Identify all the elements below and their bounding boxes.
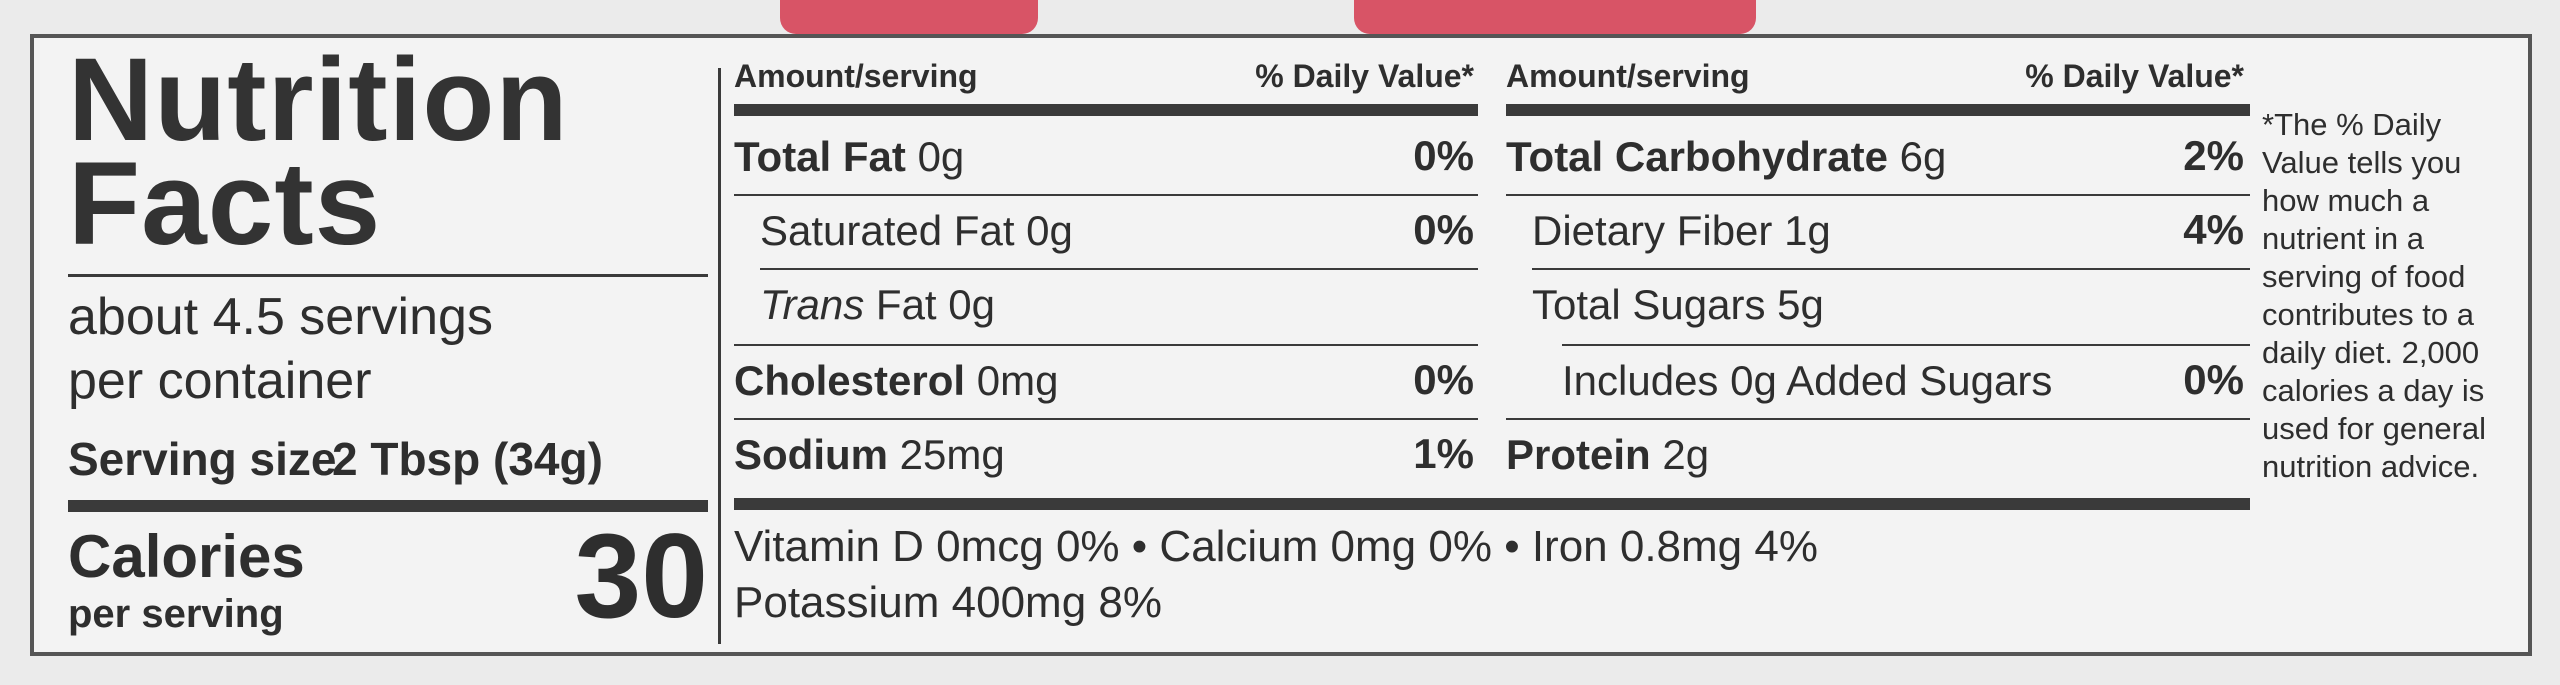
left-row-4: Sodium 25mg bbox=[734, 431, 1005, 478]
right-row-2: Total Sugars 5g bbox=[1532, 281, 1824, 328]
daily-value-footnote: *The % Daily Value tells you how much a … bbox=[2262, 107, 2487, 484]
nutrition-facts-panel: Nutrition Facts about 4.5 servings per c… bbox=[30, 34, 2532, 656]
right-row-4: Protein 2g bbox=[1506, 431, 1710, 478]
row-divider bbox=[1532, 268, 2250, 270]
title-facts: Facts bbox=[68, 138, 382, 270]
left-row-3-dv: 0% bbox=[1413, 356, 1474, 403]
left-row-3: Cholesterol 0mg bbox=[734, 357, 1059, 404]
row-divider bbox=[1506, 194, 2250, 196]
left-row-4-dv: 1% bbox=[1413, 430, 1474, 477]
right-row-0-dv: 2% bbox=[2183, 132, 2244, 179]
divider-thick bbox=[68, 500, 708, 512]
row-divider bbox=[1506, 418, 2250, 420]
vitamins-line-1: Vitamin D 0mcg 0% • Calcium 0mg 0% • Iro… bbox=[734, 522, 1818, 571]
top-red-tab-left bbox=[780, 0, 1038, 34]
calories-value: 30 bbox=[574, 509, 708, 643]
row-divider bbox=[734, 344, 1478, 346]
divider-thin bbox=[68, 274, 708, 277]
top-red-tab-right bbox=[1354, 0, 1756, 34]
calories-label: Calories bbox=[68, 523, 305, 590]
left-row-0-dv: 0% bbox=[1413, 132, 1474, 179]
right-row-3: Includes 0g Added Sugars bbox=[1562, 357, 2053, 404]
servings-line-2: per container bbox=[68, 352, 372, 410]
row-divider bbox=[734, 194, 1478, 196]
column-divider bbox=[718, 68, 721, 644]
left-row-2: Trans Fat 0g bbox=[760, 281, 995, 328]
vitamins-top-bar bbox=[734, 498, 2250, 510]
left-header-amount: Amount/serving bbox=[734, 58, 978, 94]
right-header-amount: Amount/serving bbox=[1506, 58, 1750, 94]
right-row-0: Total Carbohydrate 6g bbox=[1506, 133, 1947, 180]
right-row-3-dv: 0% bbox=[2183, 356, 2244, 403]
left-row-0: Total Fat 0g bbox=[734, 133, 965, 180]
right-row-1-dv: 4% bbox=[2183, 206, 2244, 253]
row-divider bbox=[760, 268, 1478, 270]
row-divider bbox=[734, 418, 1478, 420]
left-row-1-dv: 0% bbox=[1413, 206, 1474, 253]
right-header-dv: % Daily Value* bbox=[2025, 58, 2244, 94]
title-nutrition: Nutrition bbox=[68, 34, 569, 166]
row-divider bbox=[1562, 344, 2250, 346]
calories-per-serving: per serving bbox=[68, 592, 284, 636]
serving-size-label: Serving size bbox=[68, 433, 337, 485]
serving-size-value: 2 Tbsp (34g) bbox=[332, 433, 603, 485]
left-row-1: Saturated Fat 0g bbox=[760, 207, 1073, 254]
right-header-bar bbox=[1506, 104, 2250, 116]
servings-line-1: about 4.5 servings bbox=[68, 288, 493, 346]
right-row-1: Dietary Fiber 1g bbox=[1532, 207, 1831, 254]
left-header-bar bbox=[734, 104, 1478, 116]
left-header-dv: % Daily Value* bbox=[1255, 58, 1474, 94]
vitamins-line-2: Potassium 400mg 8% bbox=[734, 578, 1162, 627]
